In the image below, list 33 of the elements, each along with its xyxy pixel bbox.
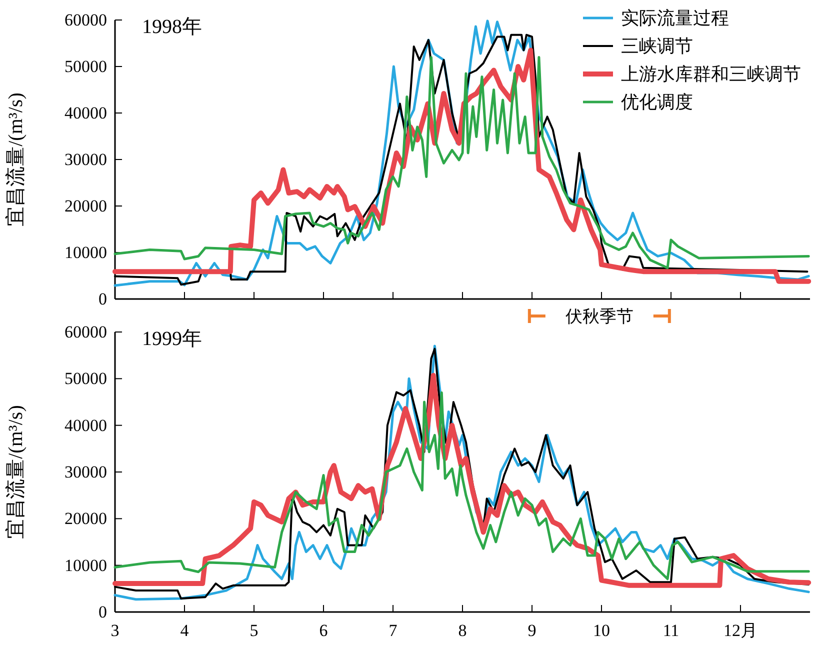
y-tick-label: 0	[98, 289, 107, 308]
y-tick-label: 60000	[64, 10, 107, 30]
chart-title: 1998年	[142, 16, 202, 38]
legend-label: 优化调度	[621, 92, 693, 112]
y-tick-label: 50000	[64, 369, 107, 388]
y-tick-label: 50000	[64, 56, 107, 76]
x-tick-label: 6	[319, 621, 328, 640]
y-tick-label: 40000	[64, 103, 107, 122]
chart-title: 1999年	[142, 328, 202, 350]
x-tick-label: 4	[180, 621, 190, 640]
y-tick-label: 60000	[64, 322, 107, 342]
y-tick-label: 0	[98, 602, 107, 622]
x-tick-label: 8	[458, 621, 467, 640]
y-tick-label: 10000	[64, 242, 107, 262]
y-tick-label: 40000	[64, 416, 107, 435]
x-tick-label: 9	[528, 621, 536, 640]
x-tick-label: 12月	[724, 621, 758, 640]
y-tick-label: 20000	[64, 196, 107, 216]
y-tick-label: 10000	[64, 556, 107, 575]
x-tick-label: 11	[662, 621, 680, 640]
x-tick-label: 10	[593, 621, 610, 640]
y-tick-label: 30000	[64, 462, 107, 482]
x-tick-label: 7	[388, 621, 398, 640]
legend-label: 三峡调节	[621, 36, 693, 56]
text: 伏秋季节	[565, 307, 634, 326]
y-axis-title: 宜昌流量/(m³/s)	[4, 405, 27, 539]
x-tick-label: 3	[110, 621, 120, 640]
legend-label: 上游水库群和三峡调节	[621, 64, 801, 84]
y-tick-label: 30000	[64, 150, 107, 169]
x-tick-label: 5	[250, 621, 258, 640]
y-tick-label: 20000	[64, 509, 107, 528]
legend-label: 实际流量过程	[621, 8, 729, 28]
y-axis-title: 宜昌流量/(m³/s)	[4, 92, 27, 226]
